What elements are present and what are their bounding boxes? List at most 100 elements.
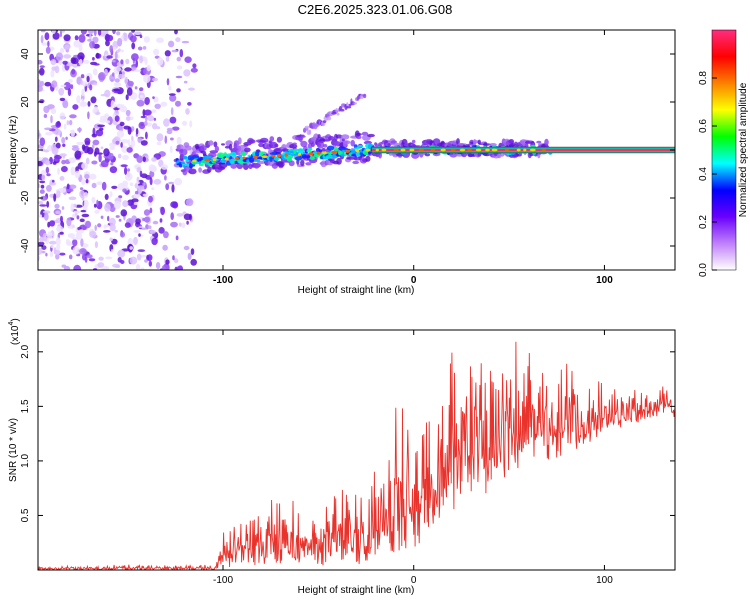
- noise-blob: [38, 200, 44, 205]
- noise-blob: [61, 166, 68, 173]
- noise-blob: [122, 188, 127, 193]
- noise-blob: [163, 231, 169, 239]
- noise-blob: [122, 200, 129, 208]
- noise-blob: [186, 199, 192, 204]
- signal-core-blob: [241, 151, 247, 157]
- spectrogram-y-axis-label: Frequency (Hz): [8, 116, 19, 185]
- noise-blob: [138, 189, 142, 195]
- noise-blob: [56, 225, 64, 232]
- noise-blob: [82, 81, 88, 87]
- noise-blob: [140, 254, 147, 258]
- noise-blob: [110, 100, 115, 109]
- noise-blob: [40, 195, 48, 201]
- noise-blob: [131, 135, 134, 142]
- noise-blob: [177, 265, 183, 270]
- signal-halo-blob: [508, 139, 515, 144]
- noise-blob: [146, 122, 152, 127]
- noise-blob: [97, 30, 102, 36]
- noise-blob: [98, 72, 106, 81]
- noise-blob: [147, 115, 155, 122]
- noise-blob: [80, 238, 84, 247]
- noise-blob: [91, 144, 95, 149]
- noise-blob: [171, 49, 179, 53]
- signal-halo-blob: [248, 139, 256, 144]
- signal-core-blob: [309, 156, 315, 161]
- noise-blob: [50, 59, 57, 66]
- noise-blob: [136, 253, 142, 261]
- noise-blob: [44, 81, 52, 87]
- noise-blob: [185, 108, 190, 115]
- noise-blob: [148, 260, 152, 267]
- noise-blob: [144, 97, 150, 105]
- noise-blob: [127, 80, 134, 87]
- signal-core-blob: [198, 161, 202, 165]
- signal-halo-blob: [230, 162, 238, 169]
- noise-blob: [91, 133, 98, 138]
- noise-blob: [175, 235, 179, 241]
- noise-blob: [43, 212, 49, 221]
- signal-hot-spot: [430, 148, 436, 152]
- noise-blob: [116, 130, 125, 138]
- noise-blob: [54, 249, 61, 255]
- signal-hot-spot: [365, 148, 371, 152]
- noise-blob: [149, 229, 156, 234]
- signal-core-blob: [218, 162, 226, 165]
- noise-blob: [133, 201, 139, 206]
- spectrogram-marks: [38, 30, 675, 270]
- signal-halo-blob: [340, 134, 350, 140]
- noise-blob: [187, 102, 192, 106]
- signal-halo-blob: [198, 167, 203, 173]
- noise-blob: [129, 182, 134, 187]
- noise-blob: [55, 121, 61, 128]
- noise-blob: [125, 116, 131, 121]
- signal-hot-spot: [450, 148, 456, 152]
- noise-blob: [94, 241, 98, 249]
- noise-blob: [79, 187, 84, 191]
- noise-blob: [73, 40, 81, 48]
- noise-blob: [93, 63, 100, 66]
- noise-blob: [83, 192, 89, 198]
- noise-blob: [190, 258, 197, 266]
- noise-blob: [166, 127, 174, 132]
- noise-blob: [124, 67, 132, 72]
- signal-hot-spot: [523, 148, 527, 152]
- signal-halo-blob: [237, 137, 242, 145]
- noise-blob: [183, 69, 191, 77]
- signal-core-blob: [181, 161, 185, 165]
- noise-blob: [156, 133, 164, 142]
- noise-blob: [62, 143, 66, 147]
- noise-blob: [183, 213, 192, 221]
- spectrogram-x-ticks: -100 0 100: [213, 30, 613, 286]
- noise-blob: [125, 58, 130, 65]
- chart-title: C2E6.2025.323.01.06.G08: [297, 2, 453, 17]
- noise-blob: [60, 215, 63, 223]
- noise-blob: [72, 246, 81, 255]
- signal-halo-blob: [316, 141, 325, 149]
- noise-blob: [73, 210, 81, 214]
- noise-blob: [179, 49, 184, 58]
- signal-halo-blob: [305, 162, 312, 166]
- noise-blob: [56, 243, 61, 251]
- noise-blob: [154, 103, 161, 110]
- noise-blob: [38, 247, 43, 256]
- noise-blob: [47, 145, 53, 152]
- noise-blob: [76, 95, 81, 104]
- noise-blob: [146, 254, 153, 261]
- noise-blob: [130, 126, 135, 132]
- noise-blob: [120, 209, 128, 217]
- signal-core-blob: [333, 147, 339, 151]
- noise-blob: [138, 233, 141, 237]
- signal-hot-spot: [284, 153, 288, 157]
- noise-blob: [135, 218, 141, 225]
- noise-blob: [113, 200, 121, 210]
- noise-blob: [45, 252, 48, 257]
- noise-blob: [111, 185, 118, 189]
- noise-blob: [40, 184, 45, 189]
- noise-blob: [114, 109, 120, 116]
- noise-blob: [143, 109, 152, 116]
- noise-blob: [99, 115, 108, 121]
- signal-hot-spot: [331, 150, 337, 154]
- noise-blob: [39, 189, 45, 194]
- snr-y-tick-label: 1.0: [20, 454, 31, 468]
- signal-halo-blob: [319, 138, 326, 143]
